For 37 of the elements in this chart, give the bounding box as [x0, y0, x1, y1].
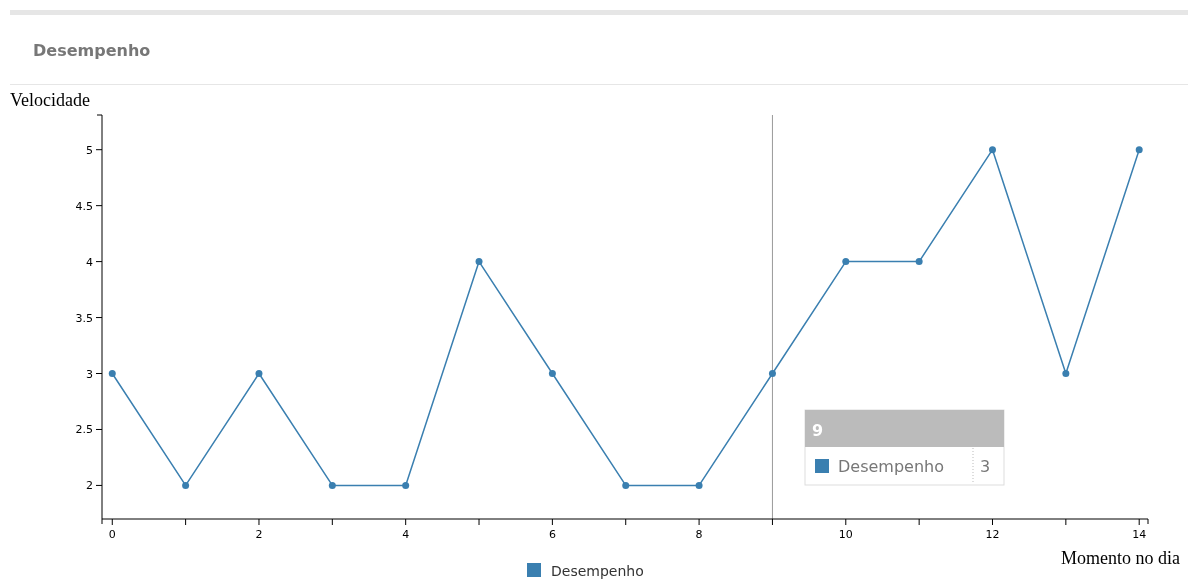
annotation: 9 [812, 421, 824, 440]
point [695, 481, 703, 489]
x-tick-label: 0 [108, 528, 116, 541]
y-tick-label: 2 [86, 479, 93, 493]
x-tick-label: 2 [255, 528, 263, 541]
point [402, 481, 410, 489]
point [108, 370, 116, 378]
annotation: 3 [980, 457, 991, 476]
point [622, 481, 630, 489]
y-tick-label: 3.5 [75, 311, 93, 325]
point [768, 370, 776, 378]
x-axis-title: Momento no dia [1061, 548, 1180, 568]
y-axis-title: Velocidade [10, 90, 90, 110]
x-tick-label: 10 [838, 528, 853, 541]
point [1062, 370, 1070, 378]
point [548, 370, 556, 378]
x-tick-label: 14 [1132, 528, 1147, 541]
y-tick-label: 4.5 [75, 199, 93, 213]
point [475, 258, 483, 266]
point [842, 258, 850, 266]
x-tick-label: 4 [402, 528, 410, 541]
y-tick-label: 4 [86, 255, 93, 269]
legend-label: Desempenho [838, 457, 944, 476]
point [1135, 146, 1143, 154]
y-tick-label: 3 [86, 367, 93, 381]
text: Desempenho [551, 563, 644, 579]
point [915, 258, 923, 266]
point [328, 481, 336, 489]
x-tick-label: 6 [548, 528, 556, 541]
x-tick-label: 8 [695, 528, 703, 541]
chart-title: Desempenho [33, 41, 151, 60]
y-tick-label: 2.5 [75, 423, 93, 437]
point [182, 481, 190, 489]
y-tick-label: 5 [86, 143, 93, 157]
point [988, 146, 996, 154]
x-tick-label: 12 [985, 528, 1000, 541]
point [255, 370, 263, 378]
